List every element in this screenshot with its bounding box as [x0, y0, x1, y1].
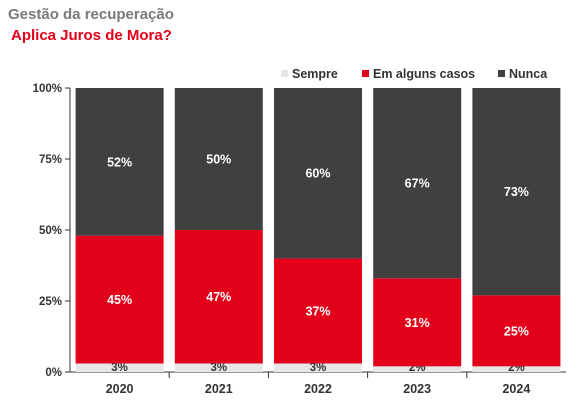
legend-swatch [498, 70, 505, 77]
bar-segment [75, 88, 164, 236]
bar-segment [373, 366, 462, 372]
data-label: 60% [305, 167, 330, 181]
bar-segment [472, 88, 561, 296]
bar-segment [174, 363, 263, 372]
x-tick-label: 2021 [205, 382, 233, 396]
y-tick-label: 25% [39, 296, 62, 308]
data-label: 31% [405, 316, 430, 330]
x-tick-label: 2024 [502, 382, 530, 396]
legend-label: Nunca [509, 67, 548, 81]
y-tick-label: 50% [39, 225, 62, 237]
data-label: 3% [310, 362, 327, 374]
bar-segment [472, 366, 561, 372]
chart-subtitle: Aplica Juros de Mora? [11, 27, 172, 44]
data-label: 73% [504, 185, 529, 199]
bar-segment [75, 363, 164, 372]
data-label: 67% [405, 177, 430, 191]
data-label: 25% [504, 324, 529, 338]
data-label: 45% [107, 293, 132, 307]
bar-segment [274, 88, 362, 259]
data-label: 50% [206, 153, 231, 167]
legend-swatch [281, 70, 288, 77]
bar-segment [472, 295, 561, 367]
x-tick-label: 2023 [403, 382, 431, 396]
data-label: 3% [210, 362, 227, 374]
bar-segment [174, 230, 263, 364]
bar-segment [174, 88, 263, 230]
data-label: 52% [107, 155, 132, 169]
bar-segment [75, 235, 164, 364]
x-tick-label: 2020 [106, 382, 134, 396]
x-tick-label: 2022 [304, 382, 332, 396]
bar-segment [274, 363, 362, 372]
data-label: 47% [206, 290, 231, 304]
y-tick-label: 100% [33, 83, 62, 95]
y-tick-label: 0% [45, 367, 62, 379]
legend-label: Sempre [292, 67, 338, 81]
bar-segment [373, 278, 462, 367]
bar-segment [373, 88, 462, 279]
bar-segment [274, 258, 362, 364]
chart-title: Gestão da recuperação [8, 6, 174, 23]
legend-label: Em alguns casos [373, 67, 475, 81]
data-label: 3% [111, 362, 128, 374]
legend-swatch [362, 70, 369, 77]
data-label: 37% [305, 304, 330, 318]
y-tick-label: 75% [39, 154, 62, 166]
